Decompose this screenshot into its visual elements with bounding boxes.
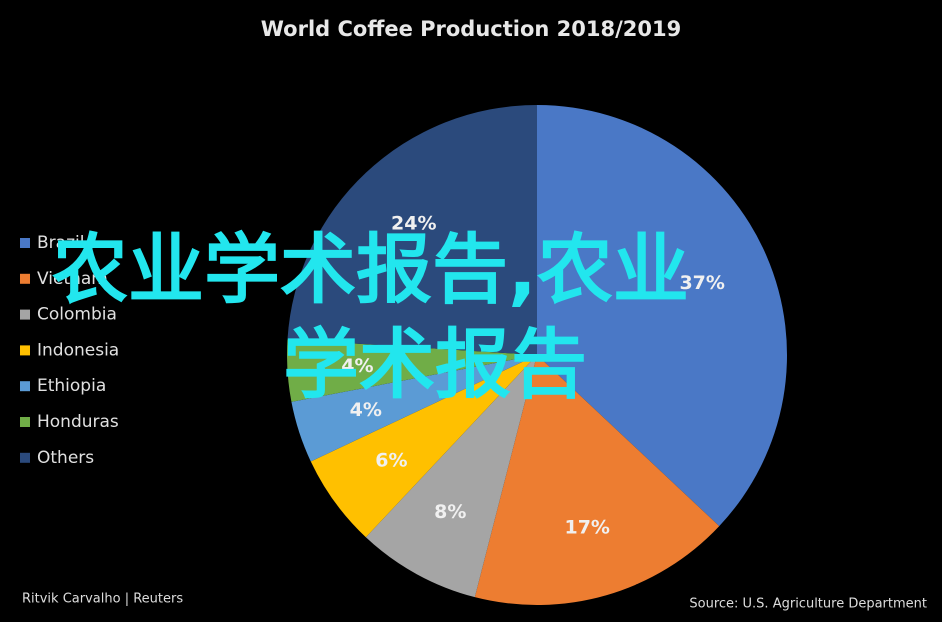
data-label: 6% — [375, 449, 407, 471]
legend-label: Honduras — [37, 412, 119, 432]
watermark: 农业学术报告,农业 — [52, 225, 689, 314]
legend-swatch — [20, 273, 30, 284]
legend-label: Ethiopia — [37, 376, 106, 396]
legend-swatch — [20, 345, 30, 356]
data-label: 8% — [434, 501, 466, 523]
pie-slice — [291, 355, 537, 462]
legend-swatch — [20, 452, 30, 463]
pie-slice — [310, 355, 537, 538]
legend-swatch — [20, 417, 30, 427]
legend-swatch — [20, 238, 30, 248]
legend-swatch — [20, 309, 30, 320]
legend-label: Indonesia — [37, 340, 119, 360]
pie-slice — [537, 105, 787, 527]
legend-swatch — [20, 381, 30, 392]
legend-label: Colombia — [37, 305, 117, 325]
watermark: 学术报告 — [283, 320, 587, 409]
data-label: 24% — [391, 212, 436, 234]
legend-label: Others — [37, 448, 94, 468]
data-label: 4% — [341, 355, 373, 377]
chart-title: World Coffee Production 2018/2019 — [261, 17, 681, 41]
pie-slice — [474, 355, 720, 605]
data-label: 17% — [564, 516, 609, 538]
credit: Ritvik Carvalho | Reuters — [22, 592, 183, 607]
data-label: 37% — [679, 272, 724, 294]
pie-slice — [365, 355, 537, 598]
legend-label: Vietnam — [37, 269, 108, 289]
pie-slice — [287, 105, 537, 355]
source: Source: U.S. Agriculture Department — [689, 597, 927, 612]
pie-slice — [287, 339, 537, 402]
legend-label: Brazil — [37, 233, 84, 253]
data-label: 4% — [350, 399, 382, 421]
